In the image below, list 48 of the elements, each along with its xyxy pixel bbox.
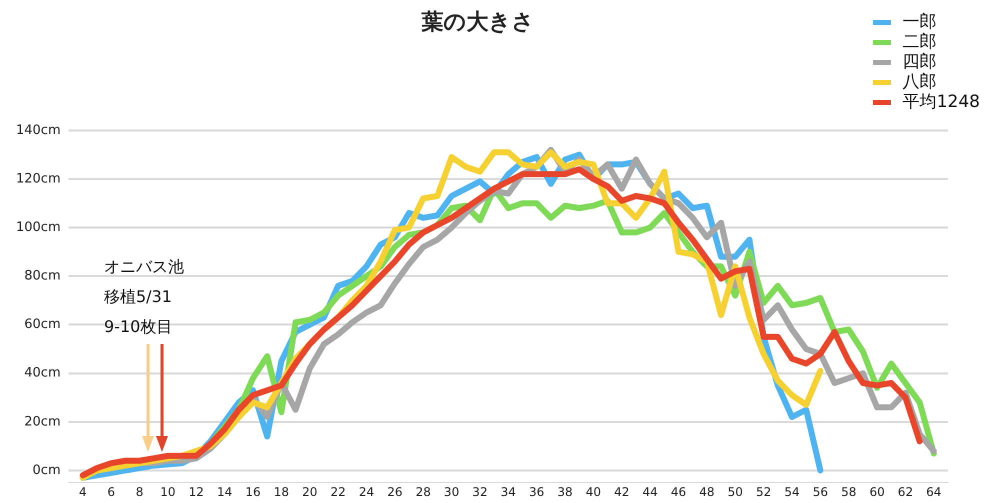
x-tick-label: 60 — [869, 484, 885, 499]
annotation: オニバス池 — [104, 256, 184, 278]
chart-title: 葉の大きさ — [420, 10, 534, 35]
x-tick-label: 8 — [136, 484, 144, 499]
x-tick-label: 42 — [614, 484, 630, 499]
x-tick-label: 54 — [784, 484, 800, 499]
x-tick-label: 30 — [444, 484, 460, 499]
x-tick-label: 46 — [670, 484, 686, 499]
x-tick-label: 26 — [387, 484, 402, 499]
y-tick-label: 40cm — [24, 366, 61, 381]
x-tick-label: 10 — [160, 484, 176, 499]
x-tick-label: 24 — [358, 484, 374, 499]
x-tick-label: 32 — [472, 484, 488, 499]
x-tick-label: 12 — [188, 484, 204, 499]
annotation: 移植5/31 — [104, 286, 173, 308]
x-tick-label: 36 — [529, 484, 544, 499]
x-tick-label: 58 — [841, 484, 856, 499]
x-tick-label: 64 — [926, 484, 942, 499]
y-tick-label: 20cm — [24, 414, 61, 430]
x-tick-label: 38 — [557, 484, 573, 499]
x-tick-label: 40 — [586, 484, 602, 499]
x-tick-label: 22 — [330, 484, 346, 499]
x-tick-label: 14 — [217, 484, 232, 499]
x-tick-label: 44 — [642, 484, 658, 499]
x-tick-label: 6 — [107, 484, 115, 499]
x-tick-label: 34 — [500, 484, 516, 499]
x-tick-label: 4 — [78, 484, 87, 499]
x-tick-label: 16 — [245, 484, 261, 499]
x-tick-label: 50 — [728, 484, 743, 499]
x-tick-label: 48 — [699, 484, 715, 499]
legend-label: 二郎 — [902, 32, 937, 52]
y-tick-label: 120cm — [16, 171, 61, 186]
legend-label: 四郎 — [902, 52, 937, 72]
x-tick-label: 28 — [416, 484, 431, 499]
legend-label: 一郎 — [902, 12, 937, 32]
x-tick-label: 56 — [812, 484, 828, 499]
y-tick-label: 0cm — [32, 462, 61, 478]
x-tick-label: 20 — [302, 484, 318, 499]
y-tick-label: 60cm — [24, 317, 61, 332]
x-tick-label: 62 — [898, 484, 914, 499]
x-tick-label: 52 — [756, 484, 772, 499]
legend-label: 八郎 — [902, 72, 937, 92]
y-tick-label: 140cm — [16, 122, 61, 138]
legend-label: 平均1248 — [902, 92, 980, 112]
x-tick-label: 18 — [274, 484, 290, 499]
annotation: 9-10枚目 — [104, 316, 174, 338]
y-tick-label: 80cm — [24, 268, 61, 284]
y-tick-label: 100cm — [16, 220, 61, 235]
